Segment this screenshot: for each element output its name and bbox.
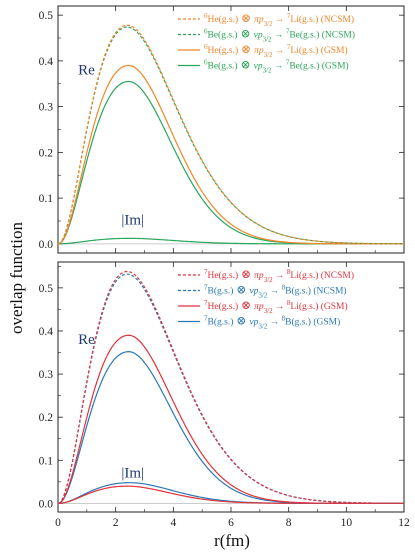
- series-line: [57, 482, 404, 504]
- series-line: [57, 334, 404, 504]
- y-tick-label: 0.3: [39, 369, 54, 381]
- legend-entry: 6Be(g.s.) ⊗ νp3/2 → 7Be(g.s.) (GSM): [204, 58, 349, 75]
- y-tick-label: 0.1: [39, 193, 54, 205]
- series-line: [57, 24, 404, 245]
- x-tick-label: 6: [228, 517, 234, 529]
- legend-entry: 7B(g.s.) ⊗ νp3/2 → 8B(g.s.) (GSM): [204, 314, 340, 331]
- y-tick-label: 0.4: [39, 326, 54, 338]
- legend-entry: 6He(g.s.) ⊗ πp3/2 → 7Li(g.s.) (NCSM): [204, 11, 354, 28]
- y-tick-label: 0.5: [39, 283, 54, 295]
- legend-entry: 7B(g.s.) ⊗ νp3/2 → 8B(g.s.) (NCSM): [204, 283, 347, 300]
- y-tick-label: 0.0: [39, 498, 54, 510]
- legend-entry: 7He(g.s.) ⊗ πp3/2 → 8Li(g.s.) (NCSM): [204, 267, 354, 284]
- y-tick-label: 0.2: [39, 147, 54, 159]
- series-line: [57, 270, 405, 504]
- x-tick-label: 12: [398, 517, 410, 529]
- legend-entry: 6He(g.s.) ⊗ πp3/2 → 7Li(g.s.) (GSM): [204, 42, 348, 59]
- annotation-label: Re: [78, 332, 95, 348]
- legend-entry: 7He(g.s.) ⊗ πp3/2 → 8Li(g.s.) (GSM): [204, 298, 348, 315]
- x-axis-title: r(fm): [214, 531, 250, 550]
- y-tick-label: 0.3: [39, 102, 54, 114]
- x-tick-label: 10: [341, 517, 353, 529]
- series-line: [57, 26, 404, 245]
- series-line: [57, 80, 404, 245]
- plot-frame: [57, 261, 405, 513]
- series-line: [57, 64, 404, 245]
- plot-frame: [57, 5, 405, 254]
- y-tick-label: 0.5: [39, 10, 54, 22]
- y-axis-title: overlap function: [7, 222, 26, 334]
- y-tick-label: 0.2: [39, 412, 54, 424]
- annotation-label: |Im|: [121, 466, 144, 482]
- x-tick-label: 8: [286, 517, 292, 529]
- annotation-label: Re: [78, 63, 95, 79]
- legend-entry: 6Be(g.s.) ⊗ νp3/2 → 7Be(g.s.) (NCSM): [204, 27, 355, 44]
- y-tick-label: 0.1: [39, 455, 54, 467]
- top-panel: 0.0 0.1 0.2 0.3 0.4 0.5 Re |Im| 6He(g.s.) ⊗ πp3/…: [39, 5, 405, 254]
- x-tick-label: 4: [170, 517, 176, 529]
- bottom-panel: 0 2 4 6 8 10 12 0.0 0.1 0.2 0.3 0.4 0.5 Re |Im| 7He(g.s…: [39, 261, 410, 529]
- y-tick-label: 0.4: [39, 56, 54, 68]
- y-tick-label: 0.0: [39, 239, 54, 251]
- annotation-label: |Im|: [121, 213, 144, 229]
- x-tick-label: 0: [55, 517, 61, 529]
- x-tick-label: 2: [113, 517, 119, 529]
- series-line: [57, 351, 404, 504]
